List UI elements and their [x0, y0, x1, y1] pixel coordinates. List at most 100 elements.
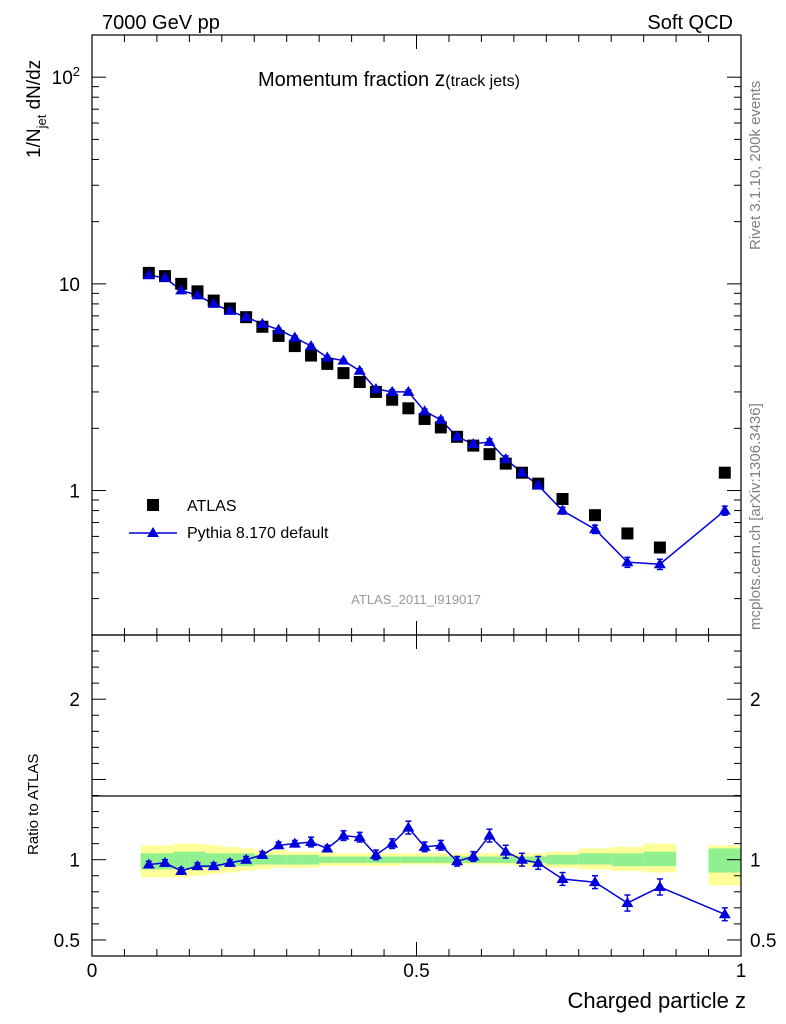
pythia-point [386, 385, 399, 396]
ratio-point [515, 853, 528, 864]
title-symbol: z [435, 68, 446, 91]
pythia-ratio-markers [142, 820, 731, 922]
title-suffix: (track jets) [445, 73, 520, 90]
pythia-point [402, 385, 415, 396]
ratio-band-inner [351, 856, 368, 863]
x-axis-label: Charged particle z [567, 988, 746, 1013]
header-right-label: Soft QCD [647, 12, 733, 34]
atlas-data-point [418, 412, 431, 425]
x-tick-labels: 0 0.5 1 [87, 961, 747, 982]
pythia-point [532, 479, 545, 490]
y-label-tail: dN/dz [24, 60, 45, 115]
main-frame [91, 34, 742, 636]
ratio-band-inner [546, 854, 579, 865]
ratio-point [588, 876, 601, 887]
ratio-point [191, 860, 204, 871]
ratio-band-inner [643, 851, 677, 867]
ratio-band-inner [189, 851, 206, 868]
pythia-main-line-group [148, 274, 726, 565]
pythia-point [305, 340, 318, 351]
analysis-id-label: ATLAS_2011_I919017 [351, 592, 481, 607]
pythia-point [337, 354, 350, 365]
ratio-band-inner [270, 854, 287, 865]
pythia-point [223, 304, 236, 315]
atlas-data-point [337, 367, 350, 380]
ratio-point [451, 855, 464, 866]
atlas-data-point [175, 277, 188, 290]
main-y-tick-base: 10 [52, 68, 73, 89]
ratio-band-inner [302, 854, 320, 865]
pythia-point [621, 556, 634, 567]
ratio-point [337, 829, 350, 840]
ratio-point [369, 848, 382, 859]
ratio-band-inner [416, 856, 433, 863]
ratio-point [353, 831, 366, 842]
ratio-point [256, 848, 269, 859]
ratio-panel: 0.5 0.5 1 1 2 2 Ratio to ATLAS [25, 634, 777, 957]
ratio-y-tick-label-left: 0.5 [54, 931, 80, 952]
pythia-point [175, 284, 188, 295]
pythia-point [159, 271, 172, 282]
ratio-point [556, 872, 569, 883]
ratio-y-tick-label-right: 0.5 [750, 931, 776, 952]
pythia-point [653, 558, 666, 569]
ratio-point [223, 856, 236, 867]
ratio-band-inner [319, 856, 336, 863]
header-left-label: 7000 GeV pp [102, 12, 220, 34]
pythia-point [207, 297, 220, 308]
ratio-point [159, 856, 172, 867]
pythia-point [588, 523, 601, 534]
atlas-data-point [434, 421, 447, 434]
ratio-point [321, 842, 334, 853]
atlas-data-point [353, 376, 366, 389]
pythia-point [191, 289, 204, 300]
ratio-band-inner [173, 851, 190, 870]
atlas-data-point [305, 349, 318, 362]
ratio-point [718, 908, 731, 919]
main-y-tick-exponent: 2 [73, 64, 80, 79]
atlas-data-point [718, 466, 731, 479]
ratio-band-inner [400, 856, 417, 863]
ratio-point [288, 837, 301, 848]
pythia-point [321, 351, 334, 362]
pythia-point [451, 430, 464, 441]
atlas-data-point [386, 393, 399, 406]
pythia-point [142, 269, 155, 280]
x-tick-label: 0.5 [403, 961, 429, 982]
pythia-point [240, 311, 253, 322]
legend-atlas-label: ATLAS [187, 498, 237, 515]
ratio-band-inner [611, 853, 644, 867]
atlas-data-point [483, 448, 496, 461]
atlas-data-point [556, 493, 569, 506]
atlas-data-point [621, 527, 634, 540]
ratio-band-inner [254, 854, 271, 865]
ratio-band-inner [481, 856, 498, 863]
ratio-point [418, 840, 431, 851]
ratio-y-tick-labels: 0.5 0.5 1 1 2 2 [54, 690, 777, 952]
ratio-band-inner [384, 856, 401, 863]
ratio-point [653, 880, 666, 891]
ratio-point [434, 839, 447, 850]
plot-title: Momentum fraction z(track jets) [258, 68, 520, 91]
ratio-y-tick-label-right: 2 [750, 690, 761, 711]
ratio-point [142, 858, 155, 869]
mcplots-label: mcplots.cern.ch [arXiv:1306.3436] [747, 403, 764, 630]
ratio-band-inner [708, 848, 741, 873]
atlas-data-point [588, 509, 601, 522]
pythia-main-line [148, 274, 726, 565]
legend: ATLAS Pythia 8.170 default [129, 498, 329, 542]
ratio-point [483, 829, 496, 840]
atlas-data-point [402, 402, 415, 415]
pythia-point [556, 504, 569, 515]
legend-pythia-marker [147, 527, 159, 537]
pythia-markers [142, 269, 731, 571]
ratio-y-tick-label-right: 1 [750, 851, 761, 872]
ratio-point [305, 836, 318, 847]
ratio-band-inner [335, 856, 352, 863]
x-tick-label: 0 [87, 961, 98, 982]
pythia-point [434, 413, 447, 424]
pythia-point [288, 331, 301, 342]
ratio-band-inner [286, 854, 303, 865]
x-tick-label: 1 [736, 961, 747, 982]
